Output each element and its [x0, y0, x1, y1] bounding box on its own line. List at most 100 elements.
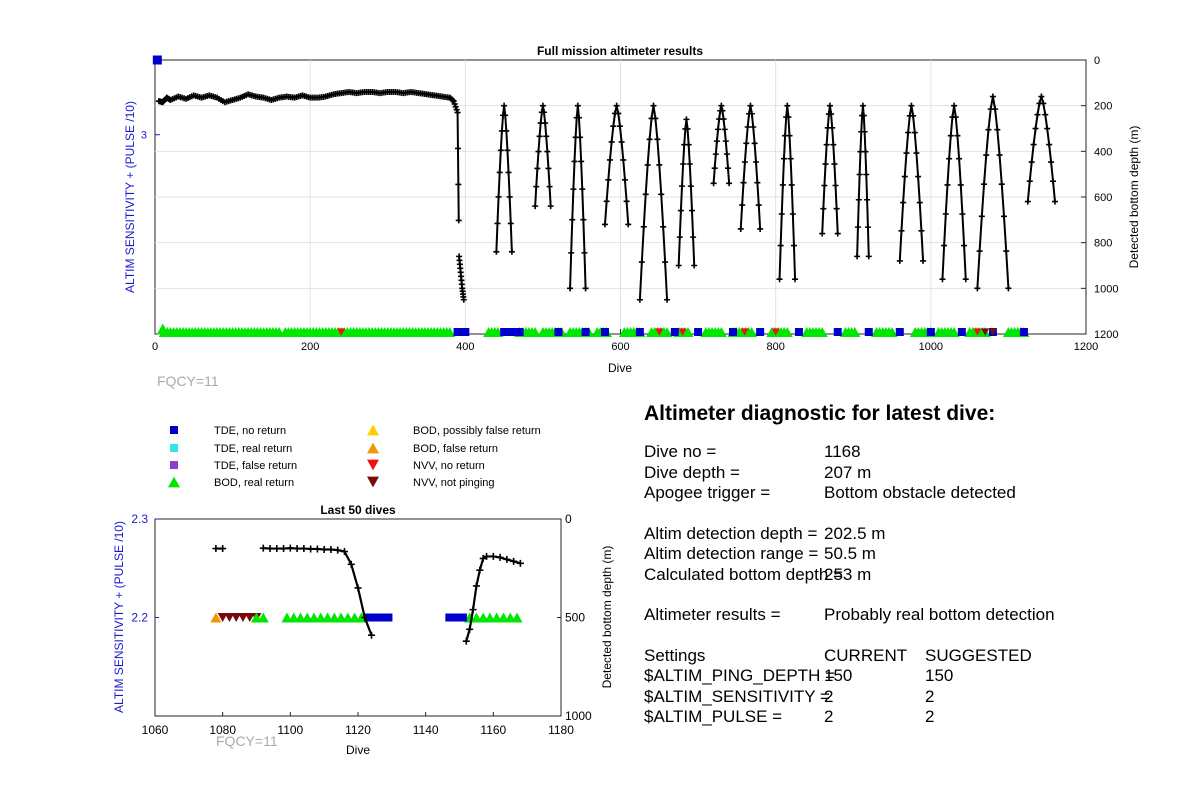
- right-y-tick-label: 800: [1094, 238, 1112, 250]
- calculated-bottom-depth-value: 253 m: [824, 564, 872, 584]
- altimeter-diagnostic-panel: Altimeter diagnostic for latest dive: Di…: [644, 402, 1184, 728]
- bottom-depth-point: [942, 211, 949, 218]
- bottom-depth-point: [507, 220, 514, 227]
- bottom-depth-point: [778, 211, 785, 218]
- tde-no-return-marker: [370, 613, 379, 622]
- bottom-depth-point: [638, 259, 645, 266]
- bottom-depth-cycle-line: [821, 105, 839, 234]
- bottom-depth-point: [777, 242, 784, 249]
- bottom-depth-point: [741, 158, 748, 165]
- last-50-depth-point: [361, 614, 369, 621]
- bottom-depth-point: [541, 109, 548, 116]
- apogee-trigger-label: Apogee trigger =: [644, 483, 771, 502]
- bottom-ticks: 1060 1080 1100 1120 1140 1160 1180 0 500 1000 2.2 2…: [131, 512, 592, 737]
- setting-sensitivity-current: 2: [824, 686, 834, 706]
- left-y-tick-label: 2.2: [131, 611, 148, 625]
- bottom-depth-point: [460, 296, 467, 303]
- bottom-depth-cycle-line: [1026, 92, 1056, 202]
- bottom-depth-point: [985, 126, 992, 133]
- bottom-depth-cycle-line: [739, 105, 762, 230]
- bottom-depth-point: [534, 165, 541, 172]
- altim-detection-depth-label: Altim detection depth =: [644, 523, 818, 543]
- bottom-depth-point: [1046, 141, 1053, 148]
- bottom-depth-point: [820, 205, 827, 212]
- dive-no-label: Dive no =: [644, 442, 717, 461]
- settings-header-row: Settings CURRENT SUGGESTED: [644, 646, 1184, 667]
- bottom-depth-point: [776, 276, 783, 283]
- bottom-depth-point: [636, 296, 643, 303]
- bottom-depth-point: [725, 165, 732, 172]
- last-50-depth-point: [286, 544, 294, 552]
- bottom-depth-point: [1034, 111, 1041, 118]
- settings-header-current: CURRENT: [824, 645, 908, 665]
- bottom-depth-point: [863, 171, 870, 178]
- bottom-depth-point: [721, 126, 728, 133]
- bottom-depth-cycle-line: [941, 105, 967, 280]
- bottom-depth-point: [855, 196, 862, 203]
- bottom-depth-point: [974, 285, 981, 292]
- right-y-tick-label: 0: [1094, 55, 1100, 67]
- x-tick-label: 200: [301, 341, 319, 353]
- tde-no-return-marker: [515, 328, 524, 336]
- legend-label: BOD, false return: [413, 443, 498, 455]
- bottom-depth-point: [737, 225, 744, 232]
- bottom-depth-point: [1005, 285, 1012, 292]
- x-tick-label: 1200: [1074, 341, 1098, 353]
- last-50-depth-point: [300, 545, 308, 553]
- bottom-depth-point: [684, 125, 691, 132]
- bod-real-return-marker: [849, 327, 861, 337]
- bottom-x-axis-label: Dive: [346, 743, 370, 757]
- nvv-no-return-marker: [740, 328, 749, 336]
- bottom-depth-point: [536, 133, 543, 140]
- bottom-depth-point: [455, 181, 462, 188]
- bottom-depth-point: [956, 155, 963, 162]
- bottom-depth-point: [543, 133, 550, 140]
- bottom-depth-point: [755, 202, 762, 209]
- bottom-depth-point: [710, 180, 717, 187]
- legend-label: NVV, no return: [413, 460, 485, 472]
- bottom-depth-point: [1048, 159, 1055, 166]
- bottom-depth-point: [918, 227, 925, 234]
- bottom-depth-cycle-line: [856, 105, 870, 257]
- calculated-bottom-depth-label: Calculated bottom depth =: [644, 564, 843, 584]
- bottom-depth-point: [719, 107, 726, 114]
- bottom-depth-point: [625, 221, 632, 228]
- last-50-depth-point: [489, 552, 497, 560]
- bottom-depth-point: [744, 124, 751, 131]
- bottom-depth-point: [854, 253, 861, 260]
- bottom-depth-point: [864, 196, 871, 203]
- nvv-no-return-marker: [678, 328, 687, 336]
- bottom-depth-cycle-line: [677, 119, 696, 266]
- bottom-depth-point: [449, 97, 456, 104]
- bottom-depth-point: [859, 102, 866, 109]
- bottom-depth-point: [941, 242, 948, 249]
- bottom-depth-cycle-line: [638, 105, 669, 300]
- last-50-depth-point: [472, 582, 480, 590]
- tde-no-return-marker: [864, 328, 873, 336]
- bottom-depth-point: [785, 114, 792, 121]
- x-tick-label: 1060: [142, 723, 169, 737]
- bottom-depth-point: [754, 179, 761, 186]
- bottom-depth-point: [834, 230, 841, 237]
- bottom-depth-point: [654, 136, 661, 143]
- last-50-depth-point: [280, 545, 288, 553]
- x-tick-label: 600: [611, 341, 629, 353]
- tde-no-return-marker: [1019, 328, 1028, 336]
- bottom-depth-point: [831, 161, 838, 168]
- bottom-depth-point: [1038, 93, 1045, 100]
- last-50-depth-point: [259, 544, 267, 552]
- bottom-depth-point: [920, 257, 927, 264]
- bottom-depth-point: [1032, 125, 1039, 132]
- tde-no-return-marker: [445, 613, 454, 622]
- altimeter-results-label: Altimeter results =: [644, 605, 781, 624]
- bottom-depth-point: [910, 112, 917, 119]
- tde-no-return-marker: [507, 328, 516, 336]
- bottom-depth-point: [861, 128, 868, 135]
- bottom-depth-point: [495, 193, 502, 200]
- last-50-depth-point: [354, 584, 362, 592]
- bottom-depth-point: [608, 138, 615, 145]
- bottom-depth-point: [747, 102, 754, 109]
- bottom-depth-point: [713, 138, 720, 145]
- bottom-depth-point: [544, 148, 551, 155]
